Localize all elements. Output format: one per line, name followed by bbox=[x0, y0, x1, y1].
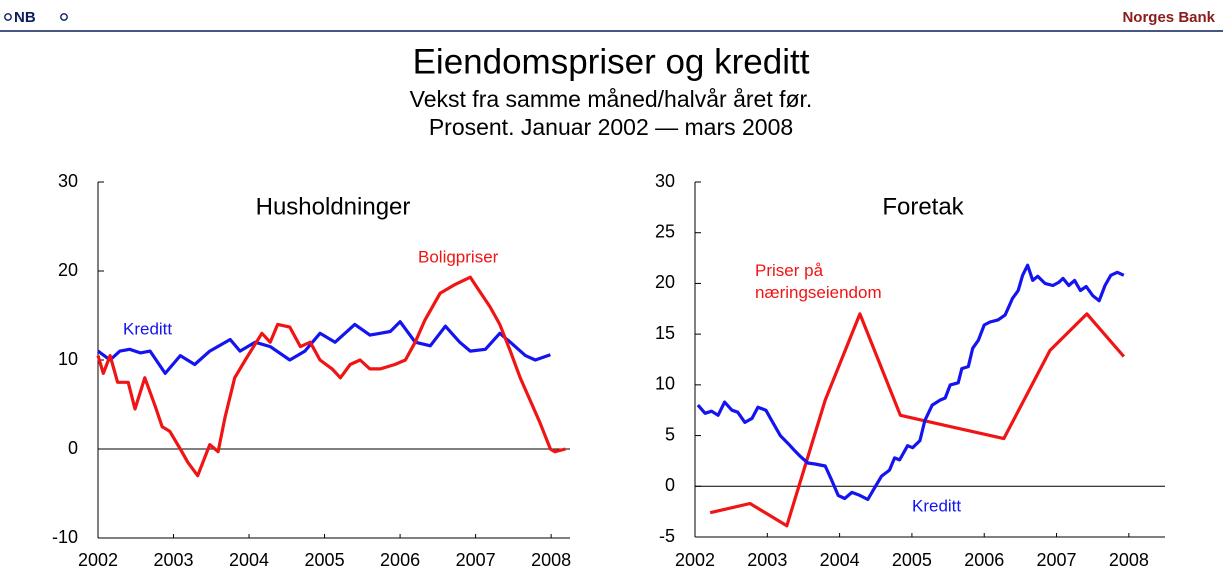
slide-subtitle: Vekst fra samme måned/halvår året før. bbox=[410, 86, 813, 112]
series-line bbox=[696, 263, 1125, 502]
logo bbox=[4, 13, 68, 21]
y-tick-label: 20 bbox=[58, 260, 78, 280]
series-label: Kreditt bbox=[123, 319, 172, 338]
x-tick-label: 2004 bbox=[229, 550, 269, 570]
x-tick-label: 2008 bbox=[531, 550, 571, 570]
series-label: Kreditt bbox=[912, 496, 961, 515]
y-tick-label: 10 bbox=[58, 349, 78, 369]
y-tick-label: -5 bbox=[659, 526, 675, 546]
logo-ornament bbox=[60, 13, 68, 21]
slide-subtitle: Prosent. Januar 2002 — mars 2008 bbox=[429, 114, 793, 140]
logo-text: NB bbox=[14, 9, 36, 26]
series-label: Priser på næringseiendom bbox=[755, 261, 882, 302]
x-tick-label: 2006 bbox=[380, 550, 420, 570]
x-tick-label: 2002 bbox=[78, 550, 118, 570]
y-tick-label: 25 bbox=[655, 221, 675, 241]
brand: Norges Bank bbox=[1122, 9, 1215, 26]
y-tick-label: 20 bbox=[655, 272, 675, 292]
series-label: Boligpriser bbox=[418, 247, 499, 266]
x-tick-label: 2003 bbox=[153, 550, 193, 570]
x-tick-label: 2002 bbox=[675, 550, 715, 570]
y-tick-label: 30 bbox=[58, 171, 78, 191]
slide-title: Eiendomspriser og kreditt bbox=[413, 42, 810, 81]
series-line bbox=[96, 275, 566, 478]
y-tick-label: 30 bbox=[655, 171, 675, 191]
series-line bbox=[709, 312, 1126, 528]
x-tick-label: 2007 bbox=[456, 550, 496, 570]
x-tick-label: 2007 bbox=[1037, 550, 1077, 570]
y-tick-label: 0 bbox=[665, 475, 675, 495]
series-line bbox=[97, 320, 551, 375]
y-tick-label: -10 bbox=[52, 527, 78, 547]
x-tick-label: 2006 bbox=[964, 550, 1004, 570]
x-tick-label: 2005 bbox=[892, 550, 932, 570]
panel-title: Foretak bbox=[882, 193, 964, 220]
panel-title: Husholdninger bbox=[256, 193, 411, 220]
y-tick-label: 5 bbox=[665, 424, 675, 444]
y-tick-label: 10 bbox=[655, 374, 675, 394]
x-tick-label: 2003 bbox=[747, 550, 787, 570]
x-tick-label: 2004 bbox=[820, 550, 860, 570]
x-tick-label: 2008 bbox=[1109, 550, 1149, 570]
x-tick-label: 2005 bbox=[305, 550, 345, 570]
y-tick-label: 15 bbox=[655, 323, 675, 343]
y-tick-label: 0 bbox=[68, 438, 78, 458]
logo-ornament bbox=[4, 13, 12, 21]
